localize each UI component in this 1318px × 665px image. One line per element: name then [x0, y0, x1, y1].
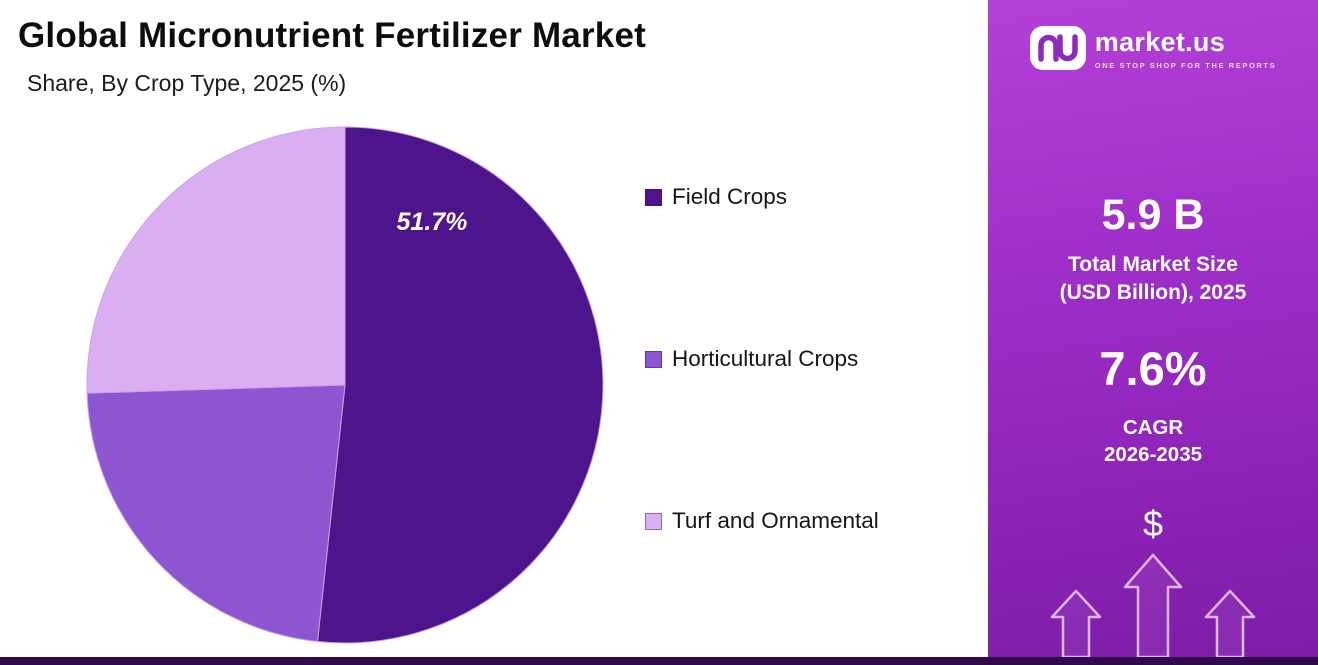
- cagr-label-line2: 2026-2035: [1103, 443, 1203, 467]
- brand-logo: market.us ONE STOP SHOP FOR THE REPORTS: [988, 0, 1318, 70]
- brand-tagline: ONE STOP SHOP FOR THE REPORTS: [1094, 60, 1277, 70]
- legend-item-0: Field Crops: [645, 184, 879, 210]
- legend-label: Turf and Ornamental: [672, 508, 879, 533]
- sidebar-panel: market.us ONE STOP SHOP FOR THE REPORTS …: [988, 0, 1318, 665]
- pie-slice-data-label: 51.7%: [397, 208, 468, 236]
- pie-chart: 51.7%: [86, 126, 604, 644]
- cagr-label-line1: CAGR: [1122, 416, 1184, 440]
- legend-swatch: [645, 188, 662, 206]
- bottom-accent-bar: [0, 657, 1318, 665]
- pie-slice-2: [86, 126, 346, 394]
- cagr-label: CAGR 2026-2035: [988, 414, 1318, 468]
- page-subtitle: Share, By Crop Type, 2025 (%): [27, 70, 347, 96]
- legend-swatch: [645, 350, 662, 368]
- total-market-size-value: 5.9 B: [1101, 191, 1205, 239]
- total-market-size-label-line1: Total Market Size: [1068, 253, 1238, 276]
- market-us-logo-icon: [1029, 26, 1086, 70]
- total-market-size-label: Total Market Size (USD Billion), 2025: [988, 251, 1318, 306]
- pie-slice-1: [86, 384, 346, 643]
- pie-slice-0: [316, 126, 604, 644]
- legend-label: Horticultural Crops: [672, 346, 859, 371]
- dollar-symbol: $: [1142, 502, 1164, 544]
- legend: Field Crops Horticultural Crops Turf and O…: [645, 184, 879, 534]
- total-market-size-label-line2: (USD Billion), 2025: [1059, 280, 1247, 304]
- brand-text-block: market.us ONE STOP SHOP FOR THE REPORTS: [1095, 27, 1276, 70]
- cagr-value: 7.6%: [1099, 342, 1207, 396]
- legend-label: Field Crops: [672, 184, 788, 209]
- legend-item-1: Horticultural Crops: [645, 346, 879, 372]
- page-title: Global Micronutrient Fertilizer Market: [18, 16, 646, 55]
- brand-name: market.us: [1094, 26, 1226, 57]
- legend-item-2: Turf and Ornamental: [645, 508, 879, 534]
- legend-swatch: [645, 512, 662, 530]
- growth-arrows-icon: [1050, 553, 1256, 657]
